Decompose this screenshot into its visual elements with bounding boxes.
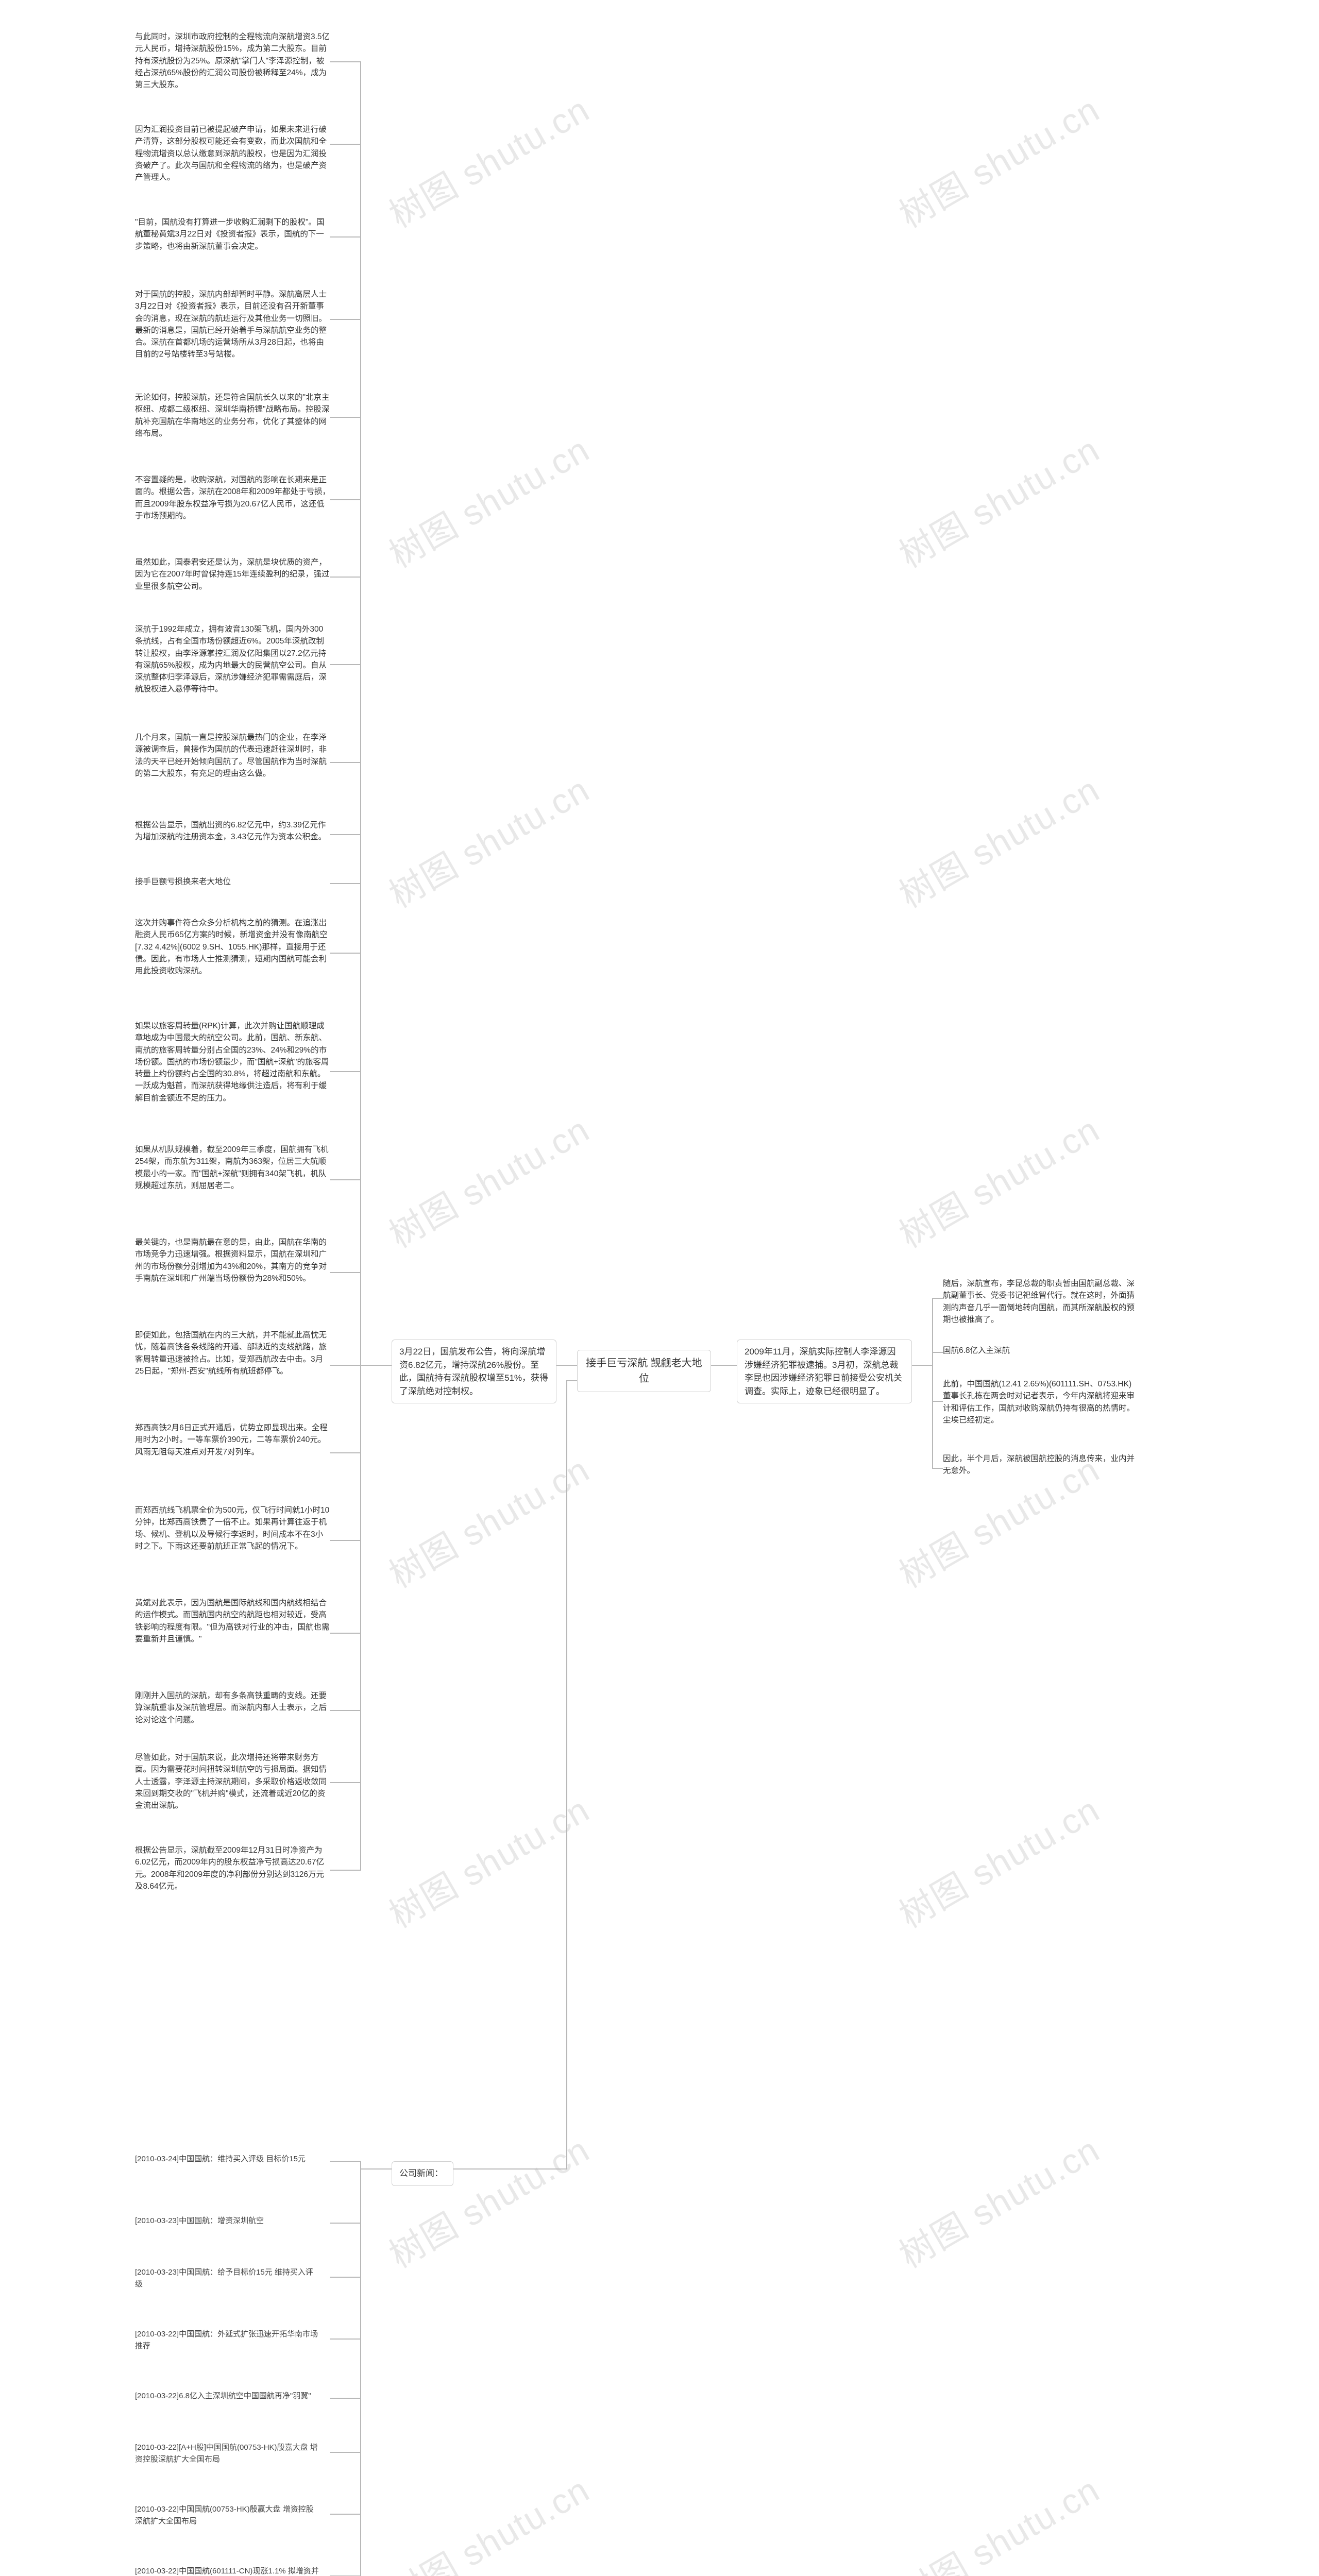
news-item-node[interactable]: [2010-03-22]中国国航：外延式扩张迅速开拓华南市场 推荐 (135, 2329, 320, 2352)
left-leaf-node[interactable]: 不容置疑的是，收购深航，对国航的影响在长期来是正面的。根据公告，深航在2008年… (135, 474, 331, 522)
left-leaf-node[interactable]: 几个月来，国航一直是控股深航最热门的企业，在李泽源被调查后，曾接作为国航的代表迅… (135, 732, 331, 779)
news-item-node[interactable]: [2010-03-24]中国国航：维持买入评级 目标价15元 (135, 2154, 320, 2165)
watermark-text: 树图 shutu.cn (888, 1101, 1107, 1258)
left-leaf-node[interactable]: 对于国航的控股，深航内部却暂时平静。深航高层人士3月22日对《投资者报》表示，目… (135, 289, 331, 361)
news-item-node[interactable]: [2010-03-23]中国国航：给予目标价15元 维持买入评级 (135, 2267, 320, 2290)
left-leaf-node[interactable]: 与此同时，深圳市政府控制的全程物流向深航增资3.5亿元人民币，增持深航股份15%… (135, 31, 331, 91)
watermark-text: 树图 shutu.cn (888, 421, 1107, 578)
watermark-text: 树图 shutu.cn (378, 1782, 597, 1938)
left-leaf-node[interactable]: 最关键的，也是南航最在意的是，由此，国航在华南的市场竞争力迅速增强。根据资料显示… (135, 1236, 331, 1284)
left-leaf-node[interactable]: 这次并购事件符合众多分析机构之前的猜测。在追涨出融资人民币65亿方案的时候，新增… (135, 917, 331, 977)
news-item-node[interactable]: [2010-03-23]中国国航：增资深圳航空 (135, 2215, 320, 2227)
center-node[interactable]: 接手巨亏深航 觊觎老大地位 (577, 1350, 711, 1392)
mindmap-canvas: 树图 shutu.cn 树图 shutu.cn 树图 shutu.cn 树图 shut… (0, 0, 1319, 2576)
right-leaf-node[interactable]: 此前，中国国航(12.41 2.65%)(601111.SH、0753.HK)董… (943, 1378, 1139, 1426)
company-news-node[interactable]: 公司新闻： (392, 2161, 453, 2186)
watermark-text: 树图 shutu.cn (888, 1782, 1107, 1938)
left-leaf-node[interactable]: 无论如何，控股深航，还是符合国航长久以来的"北京主枢纽、成都二级枢纽、深圳华南桥… (135, 392, 331, 439)
news-item-node[interactable]: [2010-03-22][A+H股]中国国航(00753-HK)殷嘉大盘 增资控… (135, 2442, 320, 2465)
watermark-text: 树图 shutu.cn (378, 2462, 597, 2576)
left-leaf-node[interactable]: 如果以旅客周转量(RPK)计算，此次并购让国航顺理成章地成为中国最大的航空公司。… (135, 1020, 331, 1104)
watermark-text: 树图 shutu.cn (888, 761, 1107, 918)
left-mid-node[interactable]: 3月22日，国航发布公告，将向深航增资6.82亿元，增持深航26%股份。至此，国… (392, 1340, 556, 1403)
watermark-text: 树图 shutu.cn (378, 421, 597, 578)
left-leaf-node[interactable]: 即使如此，包括国航在内的三大航，并不能就此高忱无忧，随着高铁各条线路的开通、部缺… (135, 1329, 331, 1377)
right-leaf-node[interactable]: 因此，半个月后，深航被国航控股的消息传来，业内并无意外。 (943, 1453, 1139, 1477)
watermark-text: 树图 shutu.cn (888, 2122, 1107, 2278)
left-leaf-node[interactable]: 郑西高铁2月6日正式开通后，优势立即显现出来。全程用时为2小时。一等车票价390… (135, 1422, 331, 1458)
left-leaf-node[interactable]: 尽管如此，对于国航来说，此次增持还将带来财务方面。因为需要花时间扭转深圳航空的亏… (135, 1752, 331, 1811)
left-leaf-node[interactable]: 刚刚并入国航的深航，却有多条高铁重畴的支线。还要算深航重事及深航管理层。而深航内… (135, 1690, 331, 1726)
watermark-text: 树图 shutu.cn (378, 761, 597, 918)
right-leaf-node[interactable]: 随后，深航宣布，李昆总裁的职责暂由国航副总裁、深航副董事长、党委书记祀维智代行。… (943, 1278, 1139, 1326)
watermark-text: 树图 shutu.cn (378, 1442, 597, 1598)
left-leaf-node[interactable]: 深航于1992年成立，拥有波音130架飞机，国内外300条航线，占有全国市场份额… (135, 623, 331, 696)
left-leaf-node[interactable]: 黄斌对此表示，因为国航是国际航线和国内航线相结合的运作模式。而国航国内航空的航距… (135, 1597, 331, 1645)
news-item-node[interactable]: [2010-03-22]中国国航(601111-CN)现涨1.1% 拟增资并控股… (135, 2566, 320, 2576)
left-leaf-node[interactable]: 根据公告显示，国航出资的6.82亿元中，约3.39亿元作为增加深航的注册资本金，… (135, 819, 331, 843)
left-leaf-node[interactable]: 虽然如此，国泰君安还是认为，深航是块优质的资产，因为它在2007年时曾保持连15… (135, 556, 331, 592)
left-leaf-node[interactable]: 根据公告显示，深航截至2009年12月31日时净资产为6.02亿元，而2009年… (135, 1844, 331, 1892)
left-leaf-node[interactable]: 如果从机队规模着，截至2009年三季度，国航拥有飞机254架，而东航为311架，… (135, 1144, 331, 1192)
left-leaf-node[interactable]: 而郑西航线飞机票全价为500元，仅飞行时间就1小时10分钟，比郑西高铁贵了一倍不… (135, 1504, 331, 1552)
right-branch-node[interactable]: 2009年11月，深航实际控制人李泽源因涉嫌经济犯罪被逮捕。3月初，深航总裁李昆… (737, 1340, 912, 1403)
left-leaf-node[interactable]: "目前，国航没有打算进一步收购汇润剩下的股权"。国航董秘黄斌3月22日对《投资者… (135, 216, 331, 252)
left-leaf-node[interactable]: 接手巨额亏损换来老大地位 (135, 876, 331, 888)
watermark-text: 树图 shutu.cn (888, 2462, 1107, 2576)
watermark-text: 树图 shutu.cn (378, 1101, 597, 1258)
right-leaf-node[interactable]: 国航6.8亿入主深航 (943, 1345, 1139, 1357)
left-leaf-node[interactable]: 因为汇润投资目前已被提起破产申请，如果未来进行破产清算，这部分股权可能还会有变数… (135, 124, 331, 183)
watermark-text: 树图 shutu.cn (888, 81, 1107, 238)
watermark-text: 树图 shutu.cn (378, 81, 597, 238)
watermark-text: 树图 shutu.cn (378, 2122, 597, 2278)
news-item-node[interactable]: [2010-03-22]6.8亿入主深圳航空中国国航再净"羽翼" (135, 2391, 320, 2402)
news-item-node[interactable]: [2010-03-22]中国国航(00753-HK)殷赢大盘 增资控股深航扩大全… (135, 2504, 320, 2527)
